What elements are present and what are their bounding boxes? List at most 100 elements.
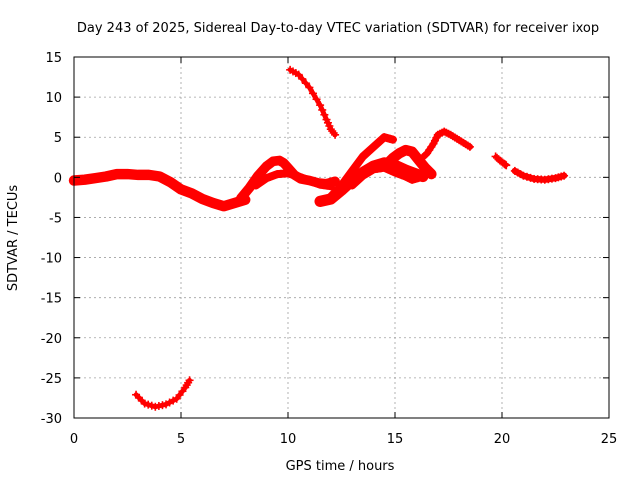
y-tick-label: 0	[54, 171, 62, 186]
data-point	[331, 130, 340, 139]
data-point	[287, 170, 296, 179]
y-tick-label: 15	[45, 51, 62, 66]
data-point	[502, 161, 511, 170]
data-point	[305, 83, 314, 92]
data-point	[316, 197, 325, 206]
y-tick-label: -25	[41, 372, 62, 387]
data-point	[245, 183, 254, 192]
data-point	[298, 74, 307, 83]
series-arc-4	[286, 65, 340, 139]
data-point	[212, 200, 221, 209]
data-point	[223, 201, 232, 210]
data-point	[216, 201, 225, 210]
data-point	[398, 171, 407, 180]
series-arc-11	[510, 166, 569, 184]
data-point	[184, 188, 193, 197]
data-point	[308, 89, 317, 98]
data-point	[301, 175, 310, 184]
data-point	[140, 399, 149, 408]
data-point	[294, 172, 303, 181]
data-point	[316, 101, 325, 110]
data-point	[301, 79, 310, 88]
data-point	[421, 150, 430, 159]
data-point	[344, 171, 353, 180]
data-point	[282, 162, 291, 171]
data-point	[387, 166, 396, 175]
data-point	[205, 197, 214, 206]
series-arc-1	[68, 168, 251, 212]
data-point	[391, 168, 399, 177]
data-point	[416, 173, 425, 182]
data-point	[308, 177, 317, 186]
series-arc-3	[251, 169, 335, 191]
data-point	[298, 173, 307, 182]
x-tick-label: 25	[601, 432, 618, 447]
data-series	[68, 65, 569, 411]
data-point	[341, 176, 350, 185]
data-point	[269, 171, 278, 180]
data-point	[201, 196, 210, 205]
data-point	[355, 157, 364, 166]
plot-frame	[73, 56, 610, 419]
data-point	[326, 192, 335, 201]
series-arc-8	[381, 144, 437, 180]
y-tick-label: -5	[49, 211, 62, 226]
data-point	[305, 176, 314, 185]
data-point	[351, 162, 360, 171]
data-point	[144, 400, 153, 409]
data-point	[266, 172, 275, 181]
data-point	[185, 376, 194, 385]
data-point	[151, 402, 160, 411]
data-point	[519, 171, 528, 180]
axis-ticks: 0 5 10 15 20 25 15 10 5 0 -5 -10 -15 -20 -25 -30	[41, 51, 618, 447]
data-point	[158, 401, 167, 410]
data-point	[331, 177, 340, 186]
data-point	[198, 194, 207, 203]
y-tick-label: -15	[41, 292, 62, 307]
data-point	[105, 171, 114, 180]
x-tick-label: 20	[494, 432, 511, 447]
data-point	[147, 401, 156, 410]
data-point	[330, 188, 339, 197]
data-point	[219, 202, 228, 211]
data-point	[318, 105, 327, 114]
chart-title: Day 243 of 2025, Sidereal Day-to-day VTE…	[77, 21, 599, 36]
data-point	[394, 169, 403, 178]
data-point	[109, 170, 118, 179]
data-point	[226, 200, 235, 209]
x-tick-label: 5	[177, 432, 185, 447]
y-tick-label: -30	[41, 412, 62, 427]
data-point	[154, 401, 163, 410]
y-axis-label: SDTVAR / TECUs	[6, 185, 21, 292]
y-tick-label: -20	[41, 332, 62, 347]
y-tick-label: -10	[41, 252, 62, 267]
data-point	[102, 172, 111, 181]
data-point	[312, 95, 321, 104]
data-point	[326, 182, 335, 191]
data-point	[294, 70, 303, 79]
data-point	[284, 169, 292, 178]
x-tick-label: 0	[70, 432, 78, 447]
data-point	[337, 181, 346, 190]
data-point	[319, 196, 328, 205]
series-arc-9	[418, 127, 474, 162]
data-point	[388, 135, 397, 144]
data-point	[209, 199, 218, 208]
x-tick-label: 15	[387, 432, 404, 447]
data-point	[465, 142, 474, 151]
data-point	[333, 185, 342, 194]
data-point	[180, 186, 189, 195]
y-tick-label: 10	[45, 91, 62, 106]
data-point	[348, 166, 357, 175]
data-point	[560, 171, 569, 180]
x-axis-label: GPS time / hours	[286, 459, 395, 474]
data-point	[526, 173, 535, 182]
series-arc-10	[491, 152, 511, 170]
data-point	[262, 174, 271, 183]
series-arc-6	[326, 133, 397, 201]
series-arc-12	[132, 376, 194, 411]
grid	[74, 57, 609, 418]
data-point	[522, 172, 531, 181]
data-point	[312, 179, 321, 188]
